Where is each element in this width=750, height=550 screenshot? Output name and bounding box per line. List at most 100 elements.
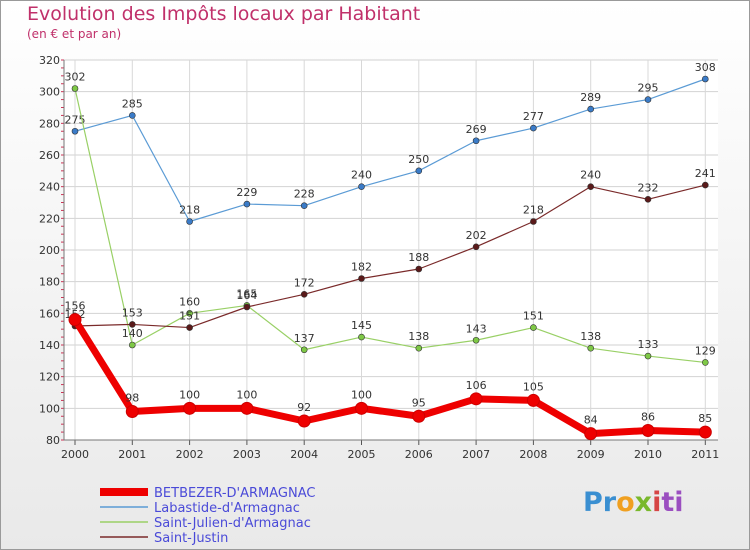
data-label: 232 (638, 181, 659, 194)
y-tick-label: 320 (39, 54, 60, 67)
data-point (526, 393, 540, 407)
y-tick-label: 280 (39, 117, 60, 130)
x-tick-label: 2004 (290, 448, 318, 461)
data-label: 269 (466, 123, 487, 136)
data-point (243, 303, 251, 311)
data-point (641, 424, 655, 437)
data-label: 100 (179, 388, 200, 401)
x-tick-label: 2001 (118, 448, 146, 461)
data-label: 106 (466, 379, 487, 392)
data-point (587, 183, 595, 190)
data-label: 302 (65, 71, 86, 84)
data-label: 240 (351, 169, 372, 182)
x-tick-label: 2006 (405, 448, 433, 461)
data-label: 129 (695, 344, 716, 357)
data-label: 138 (580, 330, 601, 343)
data-label: 275 (65, 113, 86, 126)
data-point (530, 324, 537, 331)
legend-label: Labastide-d'Armagnac (154, 501, 300, 516)
data-label: 202 (466, 229, 487, 242)
data-label: 145 (351, 319, 372, 332)
data-point (584, 427, 598, 441)
data-label: 105 (523, 380, 544, 393)
y-tick-label: 80 (46, 434, 60, 447)
data-point (472, 137, 480, 145)
data-point (415, 344, 423, 352)
y-tick-label: 220 (39, 212, 60, 225)
data-point (644, 96, 652, 103)
data-point (71, 85, 79, 92)
data-point (358, 183, 365, 190)
data-label: 156 (65, 300, 86, 313)
y-tick-label: 160 (39, 307, 60, 320)
data-point (701, 181, 709, 189)
y-tick-label: 140 (39, 339, 60, 352)
data-point (469, 392, 483, 406)
series-line (71, 316, 709, 438)
data-label: 153 (122, 306, 143, 319)
data-label: 164 (236, 289, 257, 302)
y-tick-label: 200 (39, 244, 60, 257)
legend-label: Saint-Justin (154, 531, 228, 546)
chart-subtitle: (en € et par an) (27, 27, 122, 41)
data-point (358, 333, 365, 341)
data-label: 84 (584, 414, 598, 427)
data-point (644, 352, 652, 360)
data-point (68, 313, 82, 327)
data-label: 95 (412, 396, 426, 409)
y-tick-label: 240 (39, 181, 60, 194)
data-point (412, 409, 426, 423)
data-point (358, 275, 365, 282)
data-point (125, 405, 139, 418)
data-point (129, 112, 136, 119)
x-tick-label: 2011 (691, 448, 719, 461)
x-tick-label: 2000 (61, 448, 89, 461)
data-label: 138 (408, 330, 429, 343)
data-point (186, 218, 193, 225)
data-label: 151 (523, 310, 544, 323)
data-point (472, 243, 480, 251)
data-label: 250 (408, 153, 429, 166)
x-tick-label: 2005 (348, 448, 376, 461)
data-point (243, 200, 251, 208)
data-point (530, 218, 537, 225)
data-label: 188 (408, 251, 429, 264)
data-point (415, 167, 423, 175)
data-label: 285 (122, 97, 143, 110)
data-label: 277 (523, 110, 544, 123)
x-tick-label: 2003 (233, 448, 261, 461)
data-point (300, 346, 308, 354)
series-line (74, 184, 706, 329)
data-point (472, 336, 480, 344)
x-tick-label: 2002 (176, 448, 204, 461)
data-label: 85 (698, 412, 712, 425)
y-tick-label: 100 (39, 402, 60, 415)
legend-label: Saint-Julien-d'Armagnac (154, 516, 311, 531)
data-point (530, 124, 537, 132)
data-label: 289 (580, 91, 601, 104)
data-label: 100 (236, 388, 257, 401)
data-label: 228 (294, 188, 315, 201)
y-tick-label: 260 (39, 149, 60, 162)
data-point (701, 359, 709, 366)
data-point (698, 425, 712, 439)
data-label: 182 (351, 261, 372, 274)
series-line (74, 78, 706, 223)
data-point (129, 321, 136, 328)
data-label: 229 (236, 186, 257, 199)
data-label: 165 (236, 287, 257, 300)
data-label: 140 (122, 327, 143, 340)
data-point (300, 291, 308, 298)
y-tick-label: 180 (39, 276, 60, 289)
data-label: 295 (638, 82, 659, 95)
data-label: 86 (641, 411, 655, 424)
data-label: 98 (125, 392, 139, 405)
data-label: 143 (466, 322, 487, 335)
data-label: 151 (179, 310, 200, 323)
data-point (129, 341, 136, 349)
chart-title: Evolution des Impôts locaux par Habitant (27, 3, 421, 25)
data-point (297, 414, 311, 428)
data-point (701, 75, 709, 83)
data-label: 160 (179, 295, 200, 308)
